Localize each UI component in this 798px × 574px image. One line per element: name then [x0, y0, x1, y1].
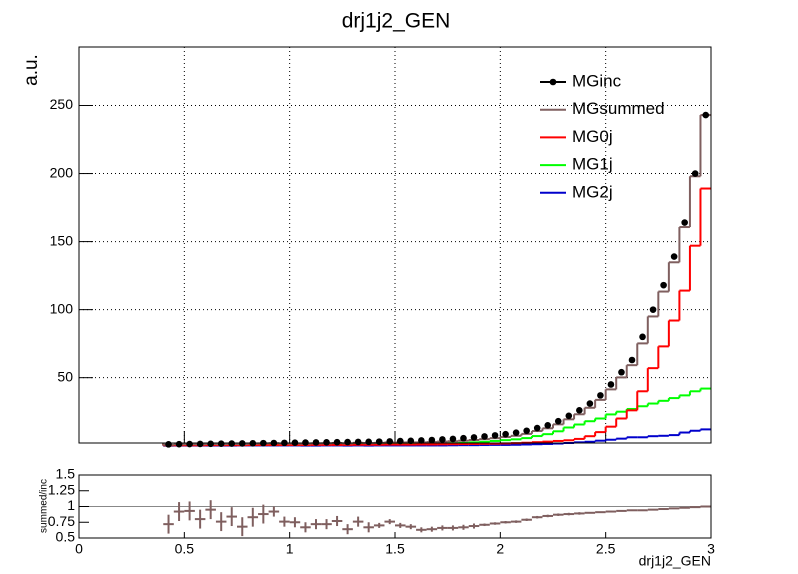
data-point — [439, 436, 446, 443]
y-axis-title: a.u. — [21, 54, 42, 86]
data-point — [481, 433, 488, 440]
data-point — [449, 435, 457, 443]
data-point — [639, 333, 646, 341]
ratio-y-tick-label: 0.75 — [48, 513, 75, 529]
chart-title: drj1j2_GEN — [342, 10, 451, 33]
data-point — [196, 440, 204, 448]
ratio-frame — [78, 474, 712, 539]
ratio-y-tick-label: 1.25 — [48, 481, 75, 497]
data-point — [428, 436, 436, 444]
data-point — [691, 170, 699, 177]
data-point — [554, 417, 562, 425]
plot-frame — [78, 46, 712, 444]
data-point — [207, 440, 214, 448]
ratio-y-title: summed/inc — [39, 479, 50, 533]
data-point — [544, 422, 552, 429]
x-tick-label: 1 — [286, 541, 294, 557]
data-point — [628, 356, 636, 364]
y-tick-label: 50 — [57, 368, 73, 384]
y-tick-label: 100 — [50, 300, 74, 316]
data-point — [217, 440, 225, 447]
data-point — [565, 412, 573, 420]
data-point — [681, 219, 688, 226]
x-axis-title: drj1j2_GEN — [639, 553, 711, 569]
data-point — [418, 437, 425, 444]
data-point — [344, 438, 351, 446]
y-tick-label: 150 — [50, 232, 74, 248]
data-point — [523, 427, 530, 435]
legend-marker — [549, 78, 557, 86]
data-point — [386, 438, 394, 445]
data-point — [512, 429, 520, 436]
data-point — [649, 306, 657, 313]
data-point — [354, 438, 362, 446]
data-point — [323, 439, 330, 446]
data-point — [597, 392, 604, 399]
legend-label: MG1j — [572, 155, 613, 174]
data-point — [670, 253, 678, 260]
data-point — [502, 430, 509, 438]
data-point — [175, 440, 183, 448]
data-point — [375, 438, 383, 445]
legend-label: MGsummed — [572, 99, 665, 118]
data-point — [460, 434, 467, 442]
data-point — [333, 438, 341, 446]
data-point — [407, 437, 415, 445]
ratio-y-tick-label: 0.5 — [56, 529, 76, 545]
x-tick-label: 3 — [707, 541, 715, 557]
x-tick-label: 2.5 — [596, 541, 616, 557]
data-point — [365, 438, 372, 446]
data-point — [165, 441, 172, 448]
y-tick-label: 200 — [50, 164, 74, 180]
x-tick-label: 0.5 — [175, 541, 195, 557]
x-tick-label: 2 — [496, 541, 504, 557]
data-point — [586, 400, 594, 407]
ratio-y-tick-label: 1.5 — [56, 466, 76, 482]
data-point — [470, 434, 478, 441]
y-tick-label: 250 — [50, 96, 74, 112]
data-point — [576, 407, 583, 414]
ratio-y-tick-label: 1 — [67, 497, 75, 513]
data-point — [228, 440, 236, 447]
legend-label: MG0j — [572, 127, 613, 146]
x-tick-label: 1.5 — [385, 541, 405, 557]
data-point — [660, 281, 667, 289]
data-point — [702, 111, 710, 119]
data-point — [607, 381, 615, 388]
data-point — [312, 439, 320, 446]
data-point — [618, 368, 625, 376]
legend-label: MG2j — [572, 182, 613, 201]
legend-label: MGinc — [572, 71, 622, 90]
data-point — [533, 424, 541, 432]
data-point — [491, 432, 499, 439]
data-point — [186, 440, 193, 448]
x-tick-label: 0 — [75, 541, 83, 557]
